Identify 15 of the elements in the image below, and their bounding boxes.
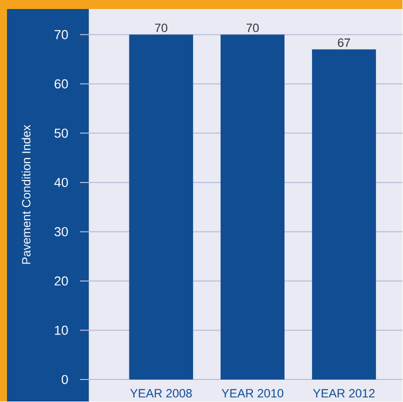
x-tick-label: YEAR 2008 [130,389,192,398]
data-label: 67 [338,38,350,48]
x-tick-label: YEAR 2012 [313,389,375,398]
y-tick-label: 20 [54,276,68,286]
y-tick-label: 40 [54,178,68,188]
y-axis-title: Pavement Condition Index [22,125,30,264]
y-tick-label: 30 [54,227,68,237]
data-label: 70 [155,24,168,32]
y-tick-label: 70 [54,30,68,40]
x-tick-label: YEAR 2010 [222,389,284,398]
data-label: 70 [246,24,259,32]
y-tick-label: 0 [62,375,68,384]
y-tick-label: 50 [54,128,68,138]
y-tick-label: 10 [54,326,68,336]
y-tick-label: 60 [54,80,68,89]
